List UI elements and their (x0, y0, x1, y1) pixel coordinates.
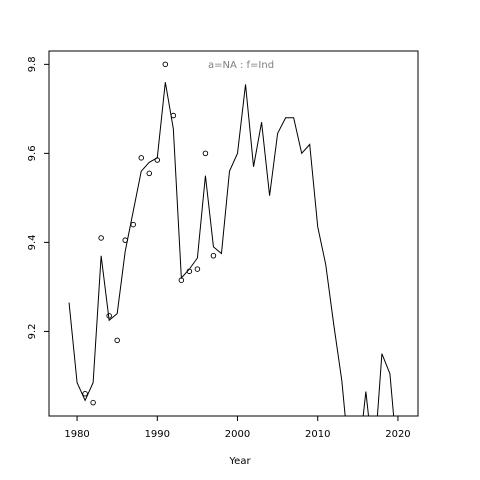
data-point (186, 268, 193, 275)
y-tick-label: 9.2 (27, 323, 38, 339)
y-tick-label: 9.8 (27, 56, 38, 72)
data-point (138, 155, 144, 161)
y-tick-label: 9.6 (27, 145, 38, 161)
data-point (146, 170, 153, 177)
x-tick-label: 1980 (64, 429, 89, 440)
x-tick-label: 1990 (145, 429, 170, 440)
data-point (210, 253, 217, 259)
x-axis: 1980 1990 2000 2010 2020 (64, 416, 411, 440)
data-point (202, 150, 209, 157)
x-tick-label: 2010 (305, 429, 330, 440)
data-point (98, 235, 104, 241)
x-tick-label: 2020 (385, 429, 410, 440)
data-point (106, 313, 112, 319)
y-tick-label: 9.4 (27, 234, 38, 250)
x-axis-title: Year (228, 456, 251, 467)
chart-annotation: a=NA : f=Ind (208, 60, 274, 71)
series-line (68, 82, 395, 416)
y-axis: 9.2 9.4 9.6 9.8 (27, 56, 49, 339)
data-point (122, 237, 128, 243)
data-point (194, 266, 201, 272)
data-point (90, 399, 96, 406)
plot-area (68, 61, 395, 416)
plot-frame (48, 50, 419, 417)
x-tick-label: 2000 (225, 429, 250, 440)
data-point (170, 112, 177, 119)
data-point (82, 390, 88, 397)
data-point (154, 157, 161, 163)
data-point (114, 337, 120, 344)
data-point (162, 61, 169, 68)
data-point (178, 277, 185, 283)
data-point (130, 221, 136, 228)
